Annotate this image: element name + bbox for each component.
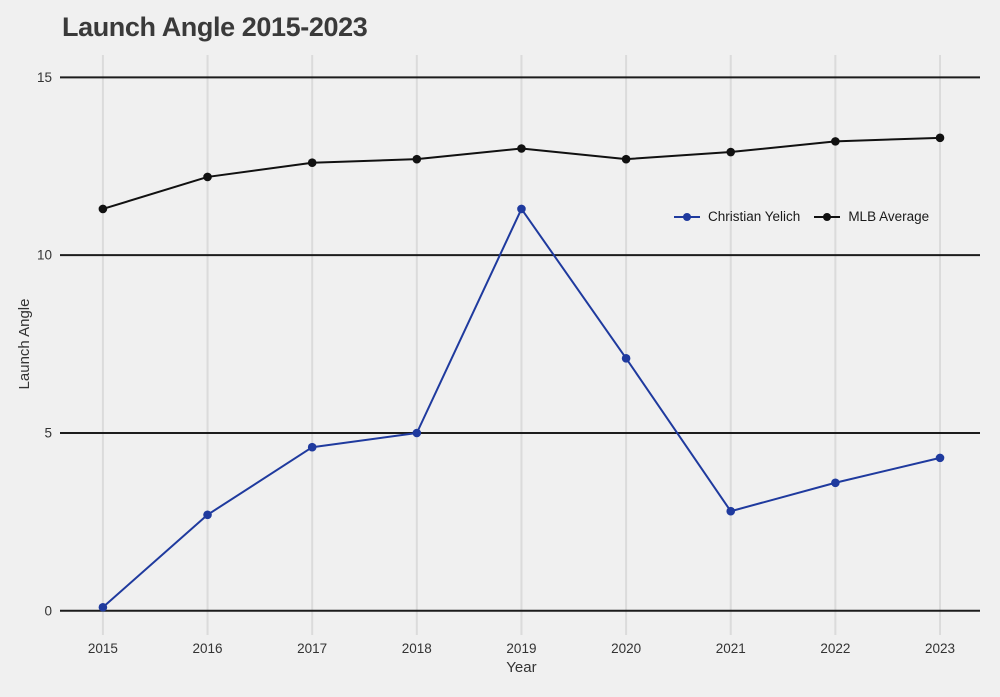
y-tick-label: 5 xyxy=(44,425,52,440)
data-point-christian-yelich xyxy=(517,204,526,214)
x-tick-label: 2018 xyxy=(402,641,432,656)
data-point-mlb-average xyxy=(203,172,212,182)
data-point-christian-yelich xyxy=(203,510,212,520)
data-point-mlb-average xyxy=(517,144,526,153)
data-point-christian-yelich xyxy=(98,602,108,612)
y-axis-title: Launch Angle xyxy=(16,299,33,390)
x-tick-label: 2020 xyxy=(611,641,641,656)
data-point-mlb-average xyxy=(307,158,317,168)
legend-item-christian-yelich: Christian Yelich xyxy=(673,209,800,224)
data-point-mlb-average xyxy=(831,137,840,146)
data-point-christian-yelich xyxy=(621,354,631,363)
yelich-legend-dot xyxy=(683,212,691,221)
data-point-mlb-average xyxy=(98,204,108,214)
legend-label-mlb: MLB Average xyxy=(848,209,930,224)
data-point-christian-yelich xyxy=(307,442,317,452)
data-point-christian-yelich xyxy=(831,478,840,488)
x-tick-label: 2015 xyxy=(88,641,118,656)
x-tick-label: 2021 xyxy=(716,641,746,656)
x-tick-label: 2022 xyxy=(820,641,850,656)
data-point-mlb-average xyxy=(412,154,422,164)
data-point-christian-yelich xyxy=(935,453,945,463)
chart-title: Launch Angle 2015-2023 xyxy=(62,12,368,42)
x-axis-title: Year xyxy=(506,659,536,676)
data-point-mlb-average xyxy=(621,154,631,164)
legend-item-mlb-average: MLB Average xyxy=(813,209,929,224)
mlb-legend-dot xyxy=(823,212,832,221)
x-tick-label: 2019 xyxy=(506,641,536,656)
x-tick-label: 2016 xyxy=(193,641,223,656)
data-point-christian-yelich xyxy=(412,428,422,438)
y-tick-label: 15 xyxy=(37,70,52,85)
y-tick-label: 0 xyxy=(44,603,52,618)
legend-label-yelich: Christian Yelich xyxy=(708,209,801,224)
data-point-mlb-average xyxy=(726,147,736,157)
legend: Christian Yelich MLB Average xyxy=(673,209,929,224)
mlb-series-marker-icon xyxy=(814,212,841,221)
data-point-christian-yelich xyxy=(726,506,736,516)
x-tick-label: 2017 xyxy=(297,641,327,656)
y-tick-label: 10 xyxy=(37,248,52,263)
data-point-mlb-average xyxy=(935,133,945,143)
yelich-series-marker-icon xyxy=(674,212,700,221)
x-tick-label: 2023 xyxy=(925,641,955,656)
